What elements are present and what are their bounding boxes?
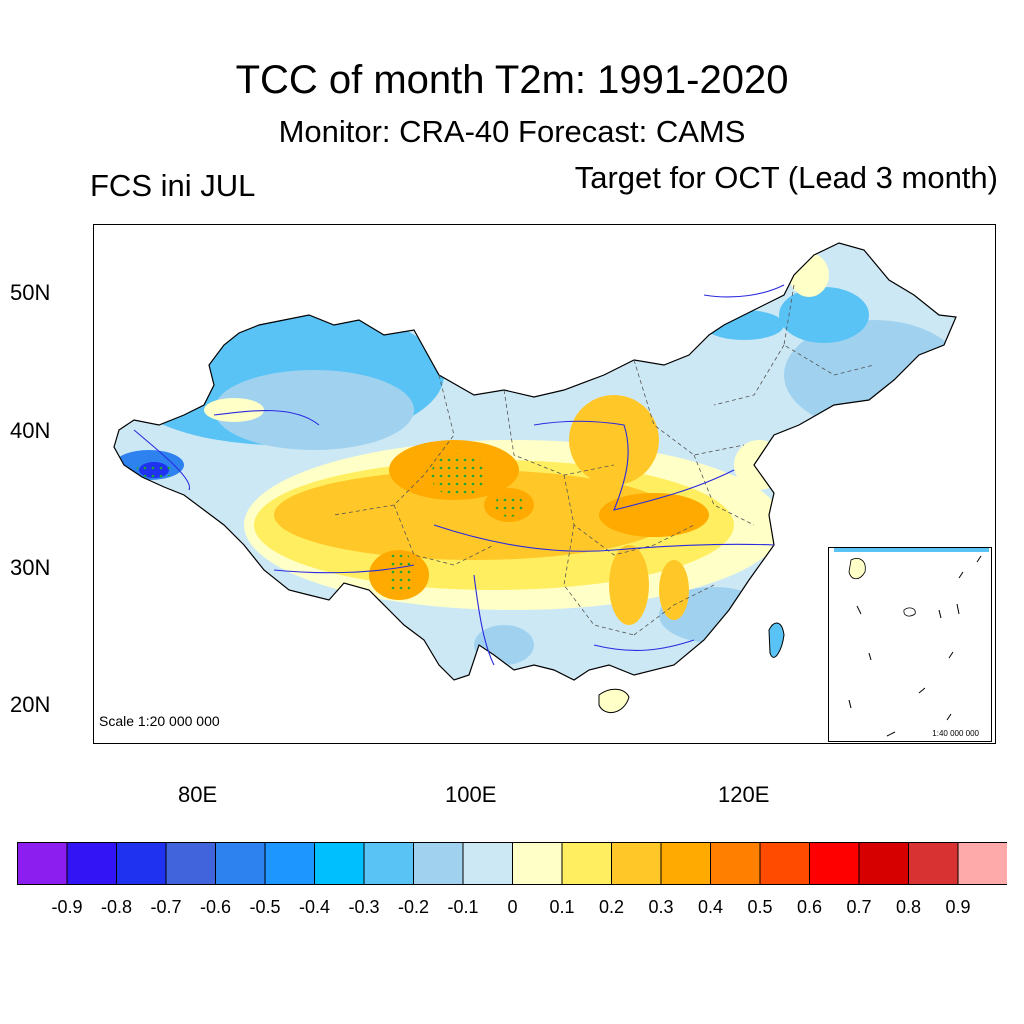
colorbar-swatch — [809, 842, 860, 885]
colorbar-tick-label: -0.6 — [199, 897, 232, 917]
map-frame: Scale 1:20 000 000 — [93, 224, 996, 744]
south-china-sea-inset: 1:40 000 000 — [828, 547, 992, 742]
colorbar-swatch — [759, 842, 810, 885]
colorbar-swatch — [215, 842, 266, 885]
colorbar-swatch — [66, 842, 117, 885]
map-scale-label: Scale 1:20 000 000 — [99, 713, 220, 729]
lat-label-20n: 20N — [10, 692, 51, 717]
colorbar-swatch — [17, 842, 68, 885]
china-map — [113, 242, 957, 713]
colorbar-tick-label: 0.1 — [549, 897, 575, 917]
lat-label-40n: 40N — [10, 418, 51, 443]
target-label: Target for OCT (Lead 3 month) — [574, 160, 998, 195]
colorbar-swatch — [710, 842, 761, 885]
colorbar-tick-label: 0.9 — [945, 897, 971, 917]
colorbar-swatch — [957, 842, 1007, 885]
lat-label-50n: 50N — [10, 280, 51, 305]
colorbar-tick-label: -0.9 — [51, 897, 83, 917]
colorbar-swatch — [611, 842, 662, 885]
chart-subtitle: Monitor: CRA-40 Forecast: CAMS — [278, 114, 746, 149]
colorbar-swatch — [908, 842, 959, 885]
colorbar-tick-label: -0.1 — [447, 897, 479, 917]
colorbar-swatch — [561, 842, 612, 885]
colorbar-swatch — [264, 842, 315, 885]
colorbar-swatch — [512, 842, 563, 885]
colorbar-tick-label: -0.8 — [100, 897, 133, 917]
colorbar-swatch — [165, 842, 216, 885]
colorbar-tick-label: 0.6 — [796, 897, 823, 917]
lon-label-120e: 120E — [718, 782, 770, 807]
init-label: FCS ini JUL — [90, 168, 256, 203]
lon-label-80e: 80E — [178, 782, 218, 807]
colorbar-swatch — [116, 842, 167, 885]
colorbar-tick-label: -0.3 — [348, 897, 380, 917]
colorbar-tick-label: 0.2 — [598, 897, 625, 917]
colorbar-tick-label: -0.5 — [249, 897, 281, 917]
colorbar-swatch — [660, 842, 711, 885]
colorbar-tick-label: 0.4 — [697, 897, 724, 917]
colorbar-swatch — [462, 842, 513, 885]
colorbar — [17, 842, 1007, 885]
colorbar-tick-label: 0.8 — [895, 897, 922, 917]
colorbar-tick-label: 0.5 — [747, 897, 773, 917]
chart-title: TCC of month T2m: 1991-2020 — [235, 58, 789, 102]
colorbar-tick-label: -0.7 — [150, 897, 182, 917]
lon-label-100e: 100E — [445, 782, 497, 807]
colorbar-tick-label: 0.3 — [648, 897, 674, 917]
lat-label-30n: 30N — [10, 555, 51, 580]
colorbar-tick-label: 0 — [507, 897, 518, 917]
colorbar-swatch — [858, 842, 909, 885]
colorbar-tick-label: 0.7 — [846, 897, 872, 917]
colorbar-swatch — [413, 842, 464, 885]
colorbar-swatch — [314, 842, 365, 885]
colorbar-tick-label: -0.4 — [298, 897, 331, 917]
colorbar-tick-label: -0.2 — [397, 897, 430, 917]
inset-scale-label: 1:40 000 000 — [932, 729, 979, 738]
colorbar-swatch — [363, 842, 414, 885]
